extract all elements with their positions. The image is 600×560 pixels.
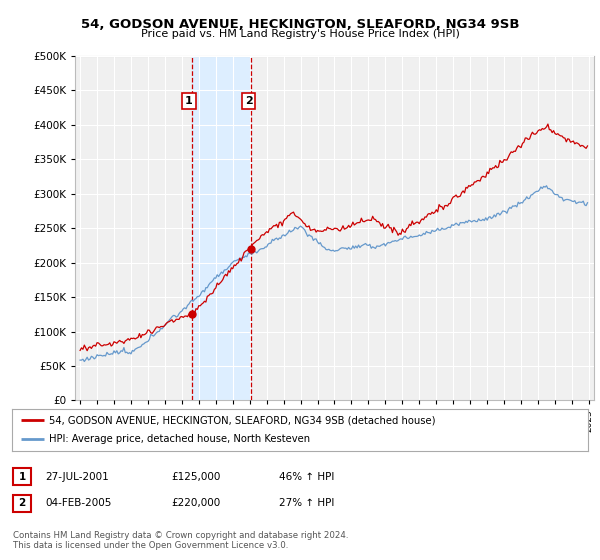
Text: HPI: Average price, detached house, North Kesteven: HPI: Average price, detached house, Nort… [49,435,311,445]
Text: 46% ↑ HPI: 46% ↑ HPI [279,472,334,482]
Text: 27% ↑ HPI: 27% ↑ HPI [279,498,334,508]
Text: £220,000: £220,000 [171,498,220,508]
Text: Price paid vs. HM Land Registry's House Price Index (HPI): Price paid vs. HM Land Registry's House … [140,29,460,39]
Bar [191,56,251,400]
Text: 2: 2 [245,96,253,106]
Text: 1: 1 [185,96,193,106]
Text: £125,000: £125,000 [171,472,220,482]
Text: 27-JUL-2001: 27-JUL-2001 [45,472,109,482]
Text: 54, GODSON AVENUE, HECKINGTON, SLEAFORD, NG34 9SB: 54, GODSON AVENUE, HECKINGTON, SLEAFORD,… [81,18,519,31]
Text: 04-FEB-2005: 04-FEB-2005 [45,498,112,508]
Text: 2: 2 [19,498,26,508]
Text: 1: 1 [19,472,26,482]
Text: 54, GODSON AVENUE, HECKINGTON, SLEAFORD, NG34 9SB (detached house): 54, GODSON AVENUE, HECKINGTON, SLEAFORD,… [49,415,436,425]
Text: Contains HM Land Registry data © Crown copyright and database right 2024.
This d: Contains HM Land Registry data © Crown c… [13,531,349,550]
